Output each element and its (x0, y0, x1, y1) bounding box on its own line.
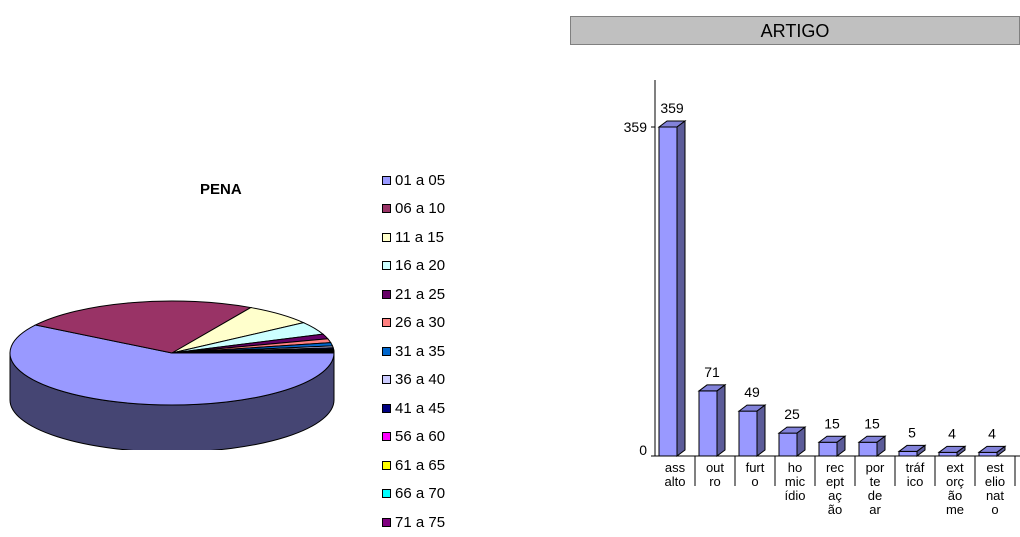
legend-label: 41 a 45 (395, 399, 446, 417)
bar (897, 444, 927, 457)
x-tick-label: est elio nat o (985, 460, 1005, 517)
bar-value-label: 5 (908, 424, 916, 440)
bar (737, 404, 767, 457)
legend-item: 41 a 45 (382, 394, 445, 423)
legend-swatch (382, 232, 391, 242)
legend-swatch (382, 318, 391, 328)
bar-value-label: 4 (948, 425, 956, 441)
bar (817, 435, 847, 457)
legend-swatch (382, 346, 391, 356)
bar (697, 383, 727, 457)
pie-chart (9, 300, 335, 450)
legend-swatch (382, 175, 391, 185)
legend-item: 56 a 60 (382, 423, 445, 452)
x-tick-label: por te de ar (866, 460, 885, 517)
legend-label: 16 a 20 (395, 257, 446, 275)
bar (937, 445, 967, 457)
pie-title: PENA (200, 181, 242, 198)
legend-item: 66 a 70 (382, 480, 445, 509)
x-tick-label: tráf ico (906, 460, 925, 489)
bar-chart-title: ARTIGO (570, 16, 1020, 45)
legend-swatch (382, 289, 391, 299)
legend-swatch (382, 489, 391, 499)
legend-item: 21 a 25 (382, 280, 445, 309)
pie-slice (9, 324, 335, 406)
bar-value-label: 25 (784, 406, 800, 422)
x-tick-label: out ro (706, 460, 724, 489)
legend-swatch (382, 204, 391, 214)
bar (777, 426, 807, 457)
bar-chart: 359 0 359 ass alto 71 out ro 49 furt o 25 ho mic ídio 1… (624, 80, 1020, 517)
pie-slice (171, 351, 335, 354)
legend-item: 61 a 65 (382, 451, 445, 480)
legend-label: 36 a 40 (395, 371, 446, 389)
legend-label: 71 a 75 (395, 513, 446, 531)
legend-item: 71 a 75 (382, 508, 445, 537)
y-tick-label: 359 (624, 119, 648, 135)
legend-item: 31 a 35 (382, 337, 445, 366)
legend-swatch (382, 517, 391, 527)
bar-value-label: 71 (704, 364, 720, 380)
pie-slice (34, 300, 253, 354)
x-tick-label: ass alto (665, 460, 686, 489)
legend-label: 11 a 15 (395, 228, 444, 246)
legend-label: 66 a 70 (395, 485, 446, 503)
x-tick-label: ext orç ão me (946, 460, 965, 517)
legend-label: 01 a 05 (395, 171, 446, 189)
bar (977, 445, 1007, 457)
legend-label: 21 a 25 (395, 285, 446, 303)
legend-label: 26 a 30 (395, 314, 446, 332)
x-tick-label: furt o (746, 460, 765, 489)
legend-label: 56 a 60 (395, 428, 446, 446)
bar-value-label: 4 (988, 425, 996, 441)
legend-item: 26 a 30 (382, 309, 445, 338)
pie-legend: 01 a 05 06 a 10 11 a 15 16 a 20 21 a 25 26 a … (382, 166, 445, 537)
pie-tops (9, 300, 335, 406)
legend-label: 06 a 10 (395, 200, 446, 218)
legend-swatch (382, 403, 391, 413)
legend-swatch (382, 460, 391, 470)
legend-label: 61 a 65 (395, 456, 446, 474)
x-tick-label: rec ept aç ão (826, 460, 845, 517)
bar-value-label: 359 (660, 100, 684, 116)
legend-swatch (382, 375, 391, 385)
legend-swatch (382, 261, 391, 271)
legend-item: 06 a 10 (382, 195, 445, 224)
bar (657, 120, 687, 457)
bar-value-label: 15 (864, 415, 880, 431)
legend-item: 01 a 05 (382, 166, 445, 195)
legend-item: 16 a 20 (382, 252, 445, 281)
bar-value-label: 49 (744, 384, 760, 400)
legend-swatch (382, 432, 391, 442)
legend-label: 31 a 35 (395, 342, 446, 360)
y-tick-label: 0 (639, 442, 647, 458)
legend-item: 11 a 15 (382, 223, 445, 252)
x-tick-label: ho mic ídio (785, 460, 806, 503)
legend-item: 36 a 40 (382, 366, 445, 395)
bar (857, 435, 887, 457)
bar-value-label: 15 (824, 415, 840, 431)
